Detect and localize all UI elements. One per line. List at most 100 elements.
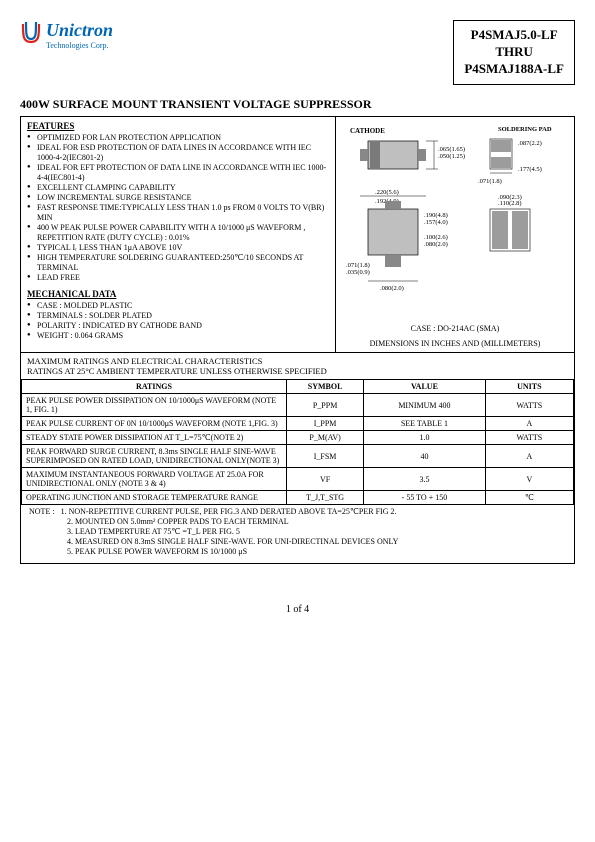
mechanical-list: CASE : MOLDED PLASTICTERMINALS : SOLDER …: [27, 301, 329, 341]
table-cell: I_FSM: [286, 445, 363, 468]
svg-text:.157(4.0): .157(4.0): [424, 219, 448, 226]
feature-item: HIGH TEMPERATURE SOLDERING GUARANTEED:25…: [27, 253, 329, 273]
soldering-pad-label: SOLDERING PAD: [498, 126, 552, 133]
table-cell: ℃: [485, 491, 573, 505]
case-type: CASE : DO-214AC (SMA): [340, 324, 570, 333]
note-item: 2. MOUNTED ON 5.0mm² COPPER PADS TO EACH…: [29, 517, 566, 527]
table-cell: STEADY STATE POWER DISSIPATION AT T_L=75…: [22, 431, 287, 445]
table-row: PEAK PULSE CURRENT OF 0N 10/1000μS WAVEF…: [22, 417, 574, 431]
feature-item: EXCELLENT CLAMPING CAPABILITY: [27, 183, 329, 193]
page-title: 400W SURFACE MOUNT TRANSIENT VOLTAGE SUP…: [20, 97, 575, 112]
svg-text:.100(2.6): .100(2.6): [424, 234, 448, 241]
feature-item: TYPICAL Iᵣ LESS THAN 1μA ABOVE 10V: [27, 243, 329, 253]
part-line-2: THRU: [464, 44, 564, 61]
table-cell: P_PPM: [286, 394, 363, 417]
table-cell: MINIMUM 400: [364, 394, 485, 417]
table-cell: WATTS: [485, 431, 573, 445]
features-column: FEATURES OPTIMIZED FOR LAN PROTECTION AP…: [21, 117, 336, 352]
table-row: PEAK PULSE POWER DISSIPATION ON 10/1000μ…: [22, 394, 574, 417]
table-cell: SEE TABLE 1: [364, 417, 485, 431]
table-cell: WATTS: [485, 394, 573, 417]
table-cell: 1.0: [364, 431, 485, 445]
package-diagram: CATHODE SOLDERING PAD .065(1.65) .050(1.…: [336, 117, 574, 352]
brand-tagline: Technologies Corp.: [46, 41, 113, 50]
svg-text:.071(1.8): .071(1.8): [346, 262, 370, 269]
svg-text:.190(4.8): .190(4.8): [424, 212, 448, 219]
cathode-label: CATHODE: [350, 127, 385, 135]
svg-text:.087(2.2): .087(2.2): [518, 140, 542, 147]
table-cell: PEAK PULSE CURRENT OF 0N 10/1000μS WAVEF…: [22, 417, 287, 431]
brand-name: Unictron: [46, 20, 113, 41]
svg-text:.080(2.0): .080(2.0): [380, 285, 404, 292]
table-cell: P_M(AV): [286, 431, 363, 445]
svg-text:.220(5.6): .220(5.6): [375, 189, 399, 196]
table-cell: - 55 TO + 150: [364, 491, 485, 505]
dimension-drawing-icon: CATHODE SOLDERING PAD .065(1.65) .050(1.…: [340, 121, 565, 316]
features-list: OPTIMIZED FOR LAN PROTECTION APPLICATION…: [27, 133, 329, 283]
table-cell: T_J,T_STG: [286, 491, 363, 505]
feature-item: OPTIMIZED FOR LAN PROTECTION APPLICATION: [27, 133, 329, 143]
svg-text:.080(2.0): .080(2.0): [424, 241, 448, 248]
table-cell: A: [485, 445, 573, 468]
feature-item: LOW INCREMENTAL SURGE RESISTANCE: [27, 193, 329, 203]
logo-mark-icon: [20, 20, 42, 48]
table-cell: OPERATING JUNCTION AND STORAGE TEMPERATU…: [22, 491, 287, 505]
note-item: 1. NON-REPETITIVE CURRENT PULSE, PER FIG…: [57, 507, 397, 516]
mechanical-item: TERMINALS : SOLDER PLATED: [27, 311, 329, 321]
table-cell: PEAK FORWARD SURGE CURRENT, 8.3ms SINGLE…: [22, 445, 287, 468]
ratings-header: MAXIMUM RATINGS AND ELECTRICAL CHARACTER…: [21, 353, 574, 379]
table-row: STEADY STATE POWER DISSIPATION AT T_L=75…: [22, 431, 574, 445]
ratings-table: RATINGSSYMBOLVALUEUNITS PEAK PULSE POWER…: [21, 379, 574, 505]
feature-item: FAST RESPONSE TIME:TYPICALLY LESS THAN 1…: [27, 203, 329, 223]
mechanical-item: POLARITY : INDICATED BY CATHODE BAND: [27, 321, 329, 331]
table-cell: A: [485, 417, 573, 431]
feature-item: IDEAL FOR ESD PROTECTION OF DATA LINES I…: [27, 143, 329, 163]
table-cell: MAXIMUM INSTANTANEOUS FORWARD VOLTAGE AT…: [22, 468, 287, 491]
company-logo: Unictron Technologies Corp.: [20, 20, 113, 50]
header-row: Unictron Technologies Corp. P4SMAJ5.0-LF…: [20, 20, 575, 85]
note-item: 5. PEAK PULSE POWER WAVEFORM IS 10/1000 …: [29, 547, 566, 557]
table-cell: VF: [286, 468, 363, 491]
feature-item: 400 W PEAK PULSE POWER CAPABILITY WITH A…: [27, 223, 329, 243]
top-section: FEATURES OPTIMIZED FOR LAN PROTECTION AP…: [21, 117, 574, 353]
svg-text:.090(2.3): .090(2.3): [498, 194, 522, 201]
mechanical-heading: MECHANICAL DATA: [27, 289, 329, 299]
svg-text:.035(0.9): .035(0.9): [346, 269, 370, 276]
notes-block: NOTE : 1. NON-REPETITIVE CURRENT PULSE, …: [21, 505, 574, 563]
page-number: 1 of 4: [20, 604, 575, 615]
table-header-cell: UNITS: [485, 380, 573, 394]
logo-text: Unictron Technologies Corp.: [46, 20, 113, 50]
svg-text:.071(1.8): .071(1.8): [478, 178, 502, 185]
table-header-cell: RATINGS: [22, 380, 287, 394]
table-cell: 3.5: [364, 468, 485, 491]
table-row: OPERATING JUNCTION AND STORAGE TEMPERATU…: [22, 491, 574, 505]
part-line-3: P4SMAJ188A-LF: [464, 61, 564, 78]
svg-text:.065(1.65): .065(1.65): [438, 146, 465, 153]
notes-lead: NOTE :: [29, 507, 55, 516]
table-row: MAXIMUM INSTANTANEOUS FORWARD VOLTAGE AT…: [22, 468, 574, 491]
part-number-box: P4SMAJ5.0-LF THRU P4SMAJ188A-LF: [453, 20, 575, 85]
note-item: 3. LEAD TEMPERTURE AT 75℃ =T_L PER FIG. …: [29, 527, 566, 537]
table-header-cell: VALUE: [364, 380, 485, 394]
table-cell: I_PPM: [286, 417, 363, 431]
svg-text:.177(4.5): .177(4.5): [518, 166, 542, 173]
ratings-line-2: RATINGS AT 25°C AMBIENT TEMPERATURE UNLE…: [27, 366, 568, 376]
feature-item: IDEAL FOR EFT PROTECTION OF DATA LINE IN…: [27, 163, 329, 183]
features-heading: FEATURES: [27, 121, 329, 131]
table-row: PEAK FORWARD SURGE CURRENT, 8.3ms SINGLE…: [22, 445, 574, 468]
main-content-box: FEATURES OPTIMIZED FOR LAN PROTECTION AP…: [20, 116, 575, 564]
table-cell: V: [485, 468, 573, 491]
note-item: 4. MEASURED ON 8.3mS SINGLE HALF SINE-WA…: [29, 537, 566, 547]
table-header-cell: SYMBOL: [286, 380, 363, 394]
feature-item: LEAD FREE: [27, 273, 329, 283]
table-cell: PEAK PULSE POWER DISSIPATION ON 10/1000μ…: [22, 394, 287, 417]
mechanical-item: WEIGHT : 0.064 GRAMS: [27, 331, 329, 341]
svg-text:.110(2.8): .110(2.8): [498, 200, 522, 207]
table-header-row: RATINGSSYMBOLVALUEUNITS: [22, 380, 574, 394]
ratings-line-1: MAXIMUM RATINGS AND ELECTRICAL CHARACTER…: [27, 356, 568, 366]
svg-text:.050(1.25): .050(1.25): [438, 153, 465, 160]
mechanical-item: CASE : MOLDED PLASTIC: [27, 301, 329, 311]
dim-note: DIMENSIONS IN INCHES AND (MILLIMETERS): [340, 339, 570, 348]
table-cell: 40: [364, 445, 485, 468]
part-line-1: P4SMAJ5.0-LF: [464, 27, 564, 44]
